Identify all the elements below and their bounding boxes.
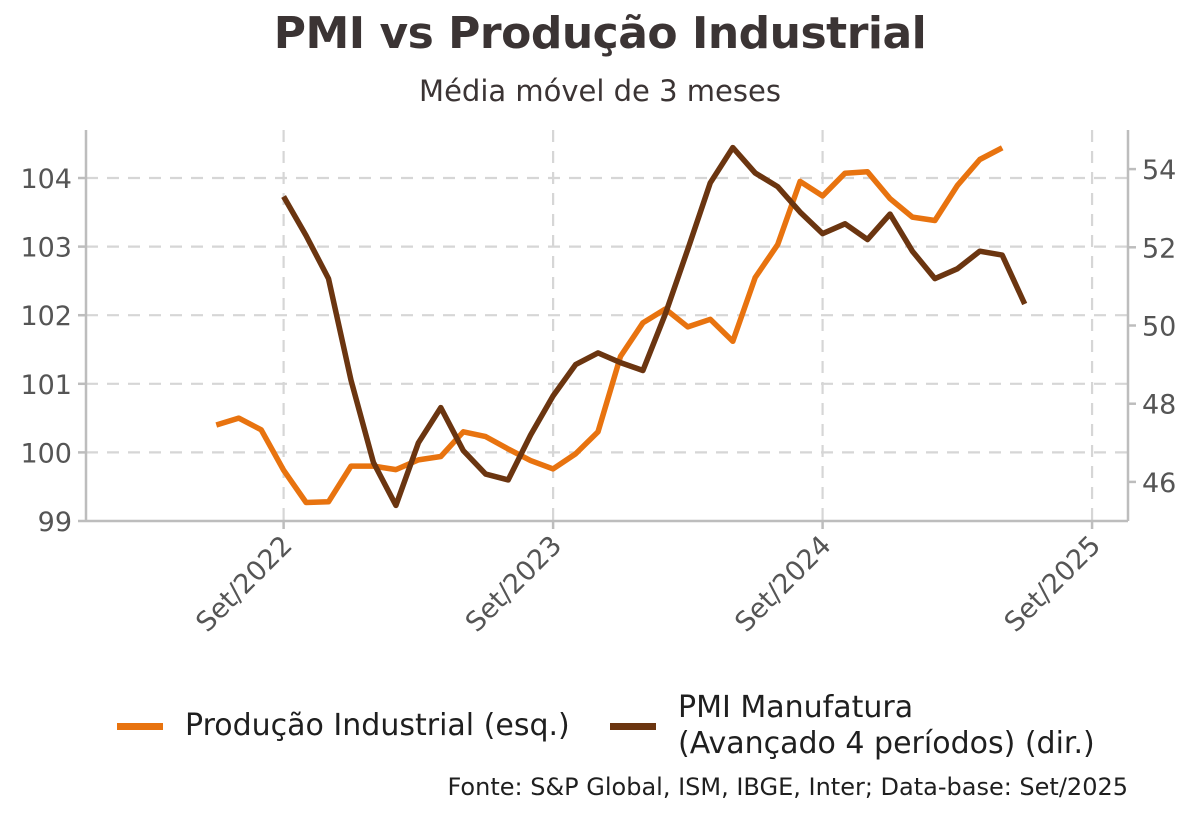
y-left-tick-label: 103 — [20, 233, 72, 264]
chart-title: PMI vs Produção Industrial — [273, 8, 927, 59]
chart-subtitle: Média móvel de 3 meses — [419, 74, 781, 108]
series-line-pmi-manufatura — [281, 144, 1028, 509]
legend-item-producao: Produção Industrial (esq.) — [117, 708, 570, 744]
legend: Produção Industrial (esq.) PMI Manufatur… — [0, 688, 1200, 768]
source-note: Fonte: S&P Global, ISM, IBGE, Inter; Dat… — [447, 773, 1128, 801]
y-left-tick-label: 104 — [20, 164, 72, 195]
y-right-tick-label: 50 — [1142, 312, 1176, 343]
x-tick-label: Set/2022 — [190, 530, 298, 638]
x-tick-label: Set/2024 — [729, 530, 837, 638]
y-right-tick-label: 54 — [1142, 155, 1176, 186]
line-chart: 99 100 101 102 103 104 46 48 50 52 54 Set/2022 Set/2… — [20, 130, 1176, 638]
legend-label-pmi: PMI Manufatura (Avançado 4 períodos) (di… — [678, 690, 1095, 761]
legend-swatch-pmi — [610, 722, 656, 730]
legend-item-pmi: PMI Manufatura (Avançado 4 períodos) (di… — [610, 690, 1095, 762]
y-right-tick-label: 46 — [1142, 468, 1176, 499]
legend-swatch-producao — [117, 722, 163, 730]
y-left-tick-label: 100 — [20, 438, 72, 469]
series-line-producao-industrial — [215, 145, 1004, 506]
legend-label-producao: Produção Industrial (esq.) — [185, 708, 570, 743]
y-right-tick-label: 52 — [1142, 233, 1176, 264]
y-left-tick-label: 101 — [20, 370, 72, 401]
x-tick-label: Set/2025 — [999, 530, 1107, 638]
y-right-tick-label: 48 — [1142, 390, 1176, 421]
y-left-tick-label: 102 — [20, 301, 72, 332]
x-tick-label: Set/2023 — [460, 530, 568, 638]
y-left-tick-label: 99 — [38, 507, 72, 538]
